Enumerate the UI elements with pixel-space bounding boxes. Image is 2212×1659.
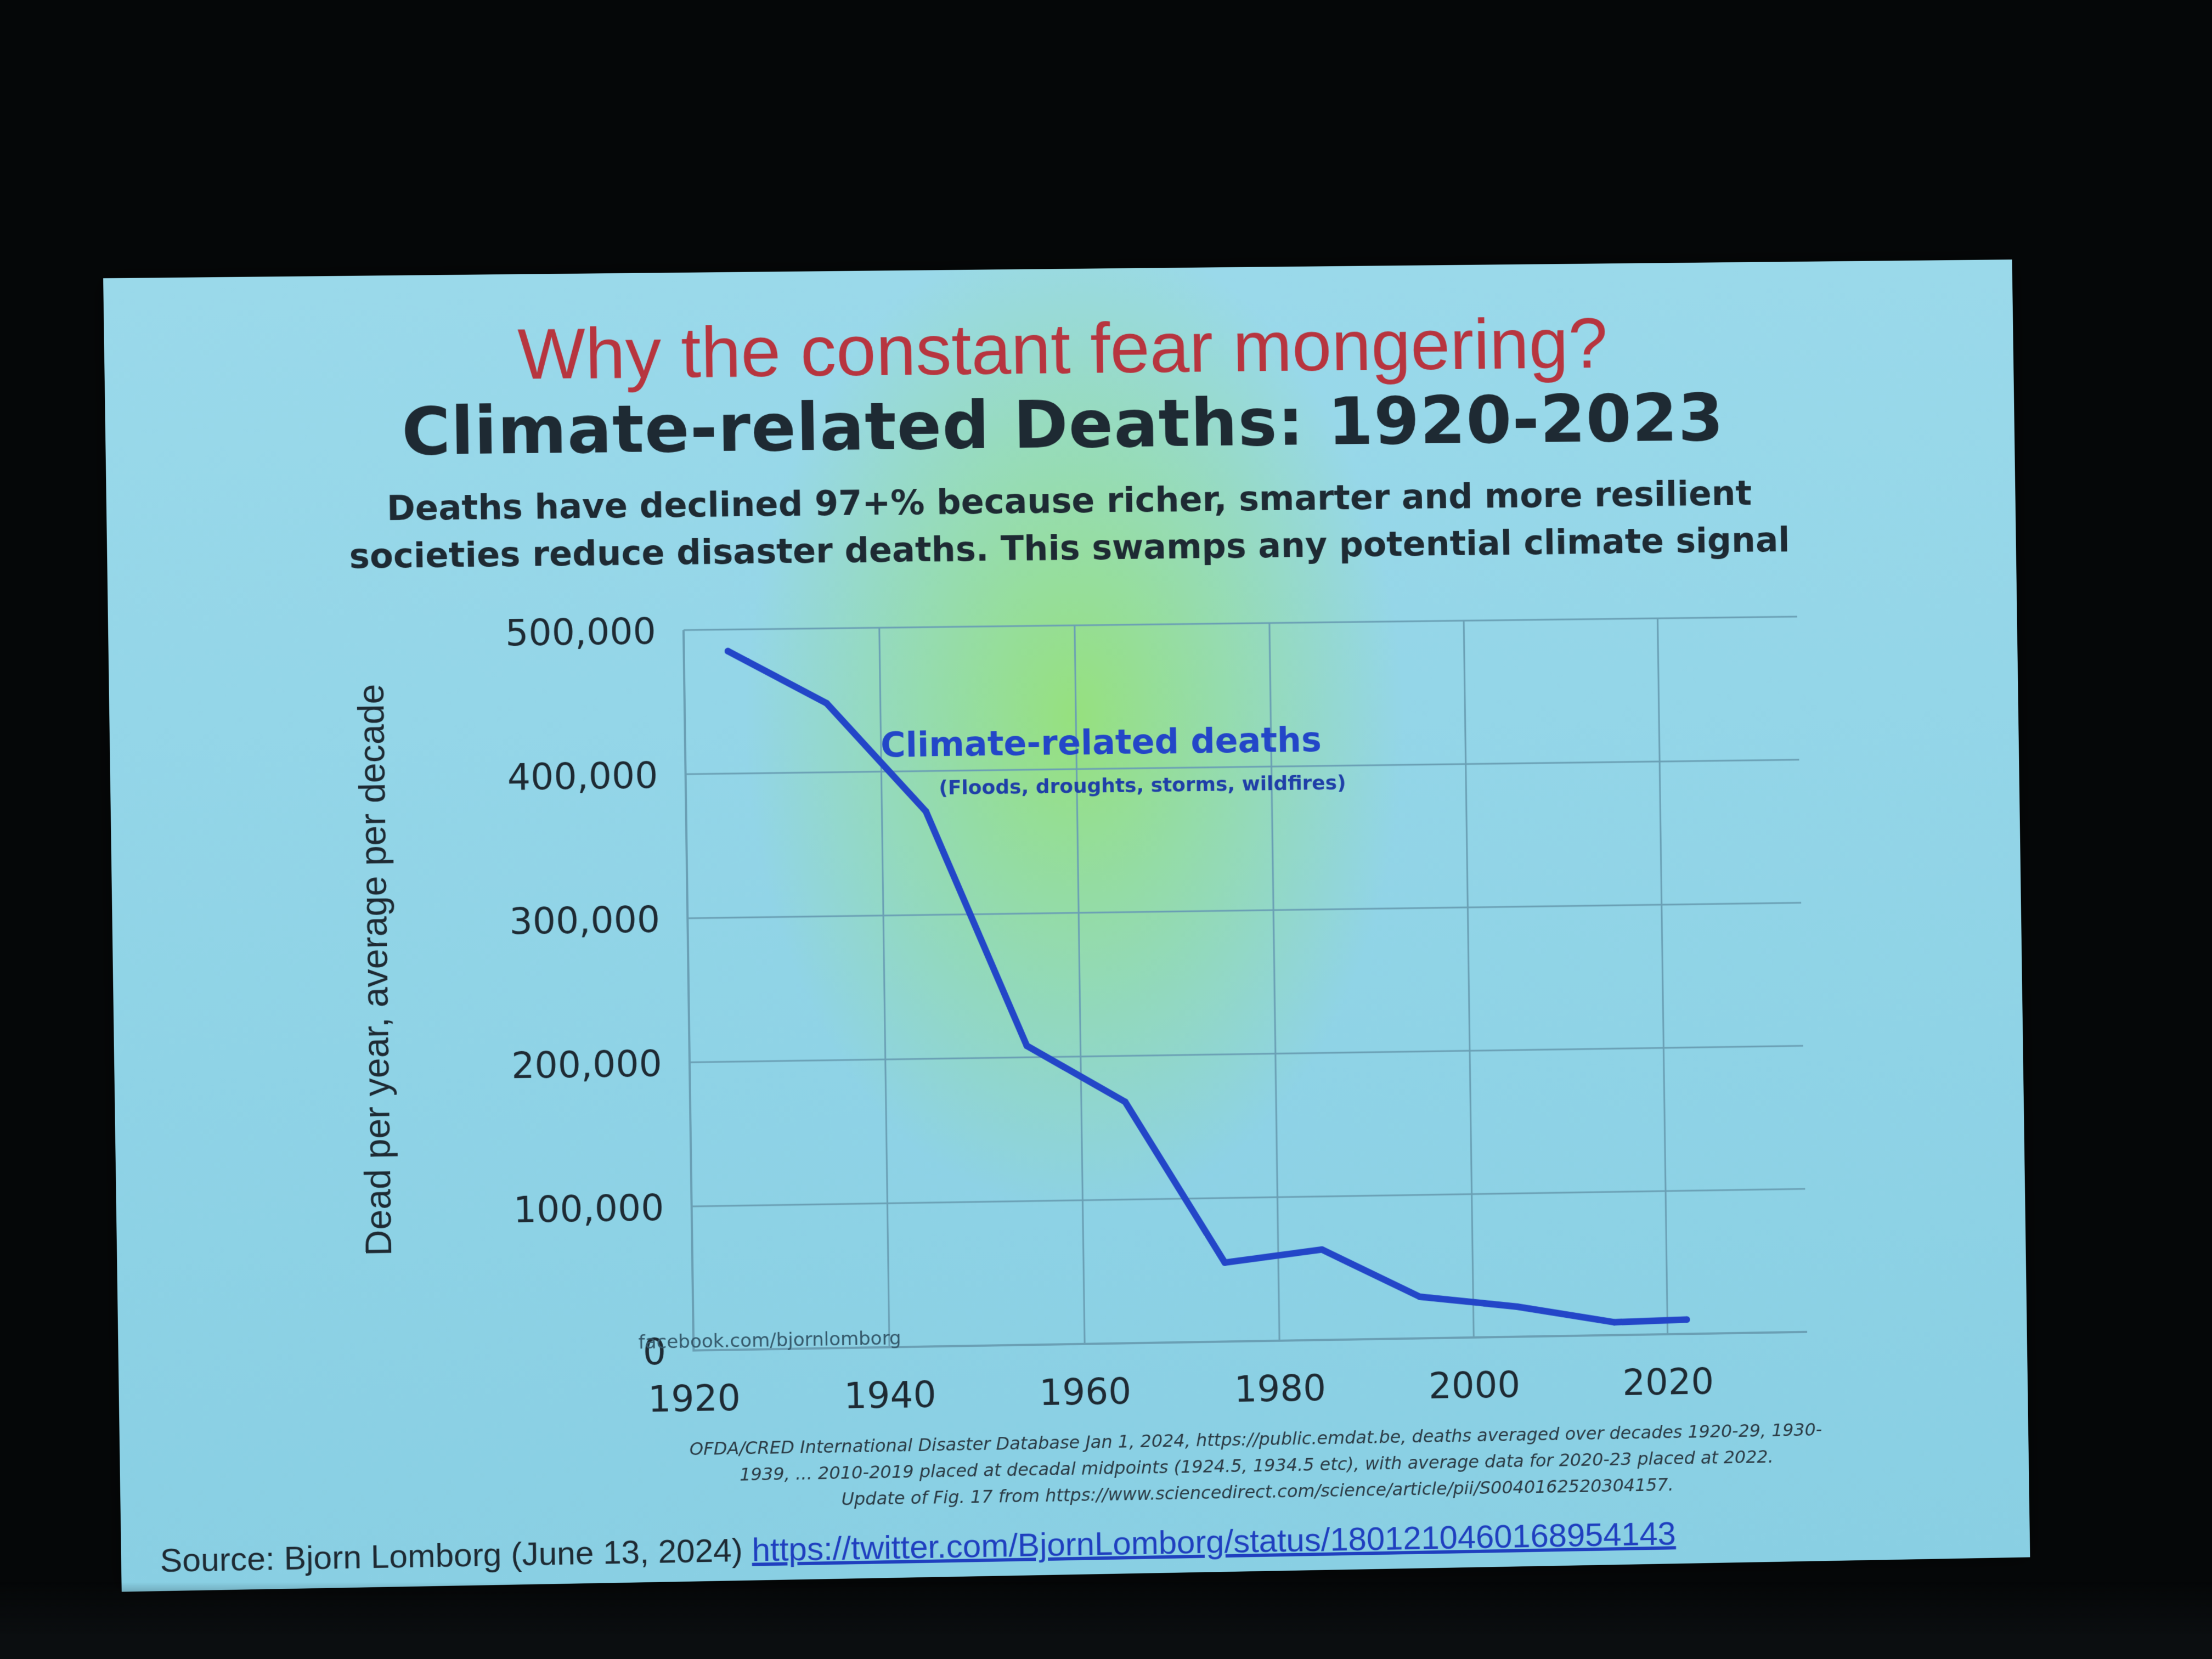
x-axis-ticks: 1920 1940 1960 1980 2000 2020	[648, 1361, 1714, 1421]
projector-screen: Why the constant fear mongering? Climate…	[103, 259, 2030, 1592]
y-tick-label: 0	[642, 1331, 666, 1374]
y-axis-ticks: 0 100,000 200,000 300,000 400,000 500,000	[505, 610, 667, 1374]
room-floor-shadow	[0, 1582, 2212, 1659]
data-point	[1318, 1246, 1325, 1253]
y-axis-label: Dead per year, average per decade	[351, 684, 399, 1256]
x-tick-label: 1980	[1234, 1367, 1327, 1410]
chart-grid	[684, 617, 1807, 1351]
y-tick-label: 200,000	[511, 1042, 663, 1087]
data-point	[823, 699, 830, 707]
series-note: (Floods, droughts, storms, wildfires)	[939, 771, 1346, 800]
y-tick-label: 100,000	[513, 1187, 664, 1231]
y-tick-label: 300,000	[509, 899, 661, 943]
x-tick-label: 1960	[1039, 1370, 1132, 1414]
data-point	[1416, 1293, 1423, 1300]
data-point	[922, 808, 929, 815]
x-tick-label: 1940	[844, 1373, 936, 1417]
x-tick-label: 2020	[1622, 1361, 1714, 1404]
y-gridline	[690, 1046, 1803, 1062]
y-tick-label: 400,000	[507, 754, 658, 799]
line-chart: 0 100,000 200,000 300,000 400,000 500,000 192…	[351, 610, 1822, 1509]
data-point	[1023, 1042, 1030, 1049]
y-gridline	[692, 1189, 1805, 1206]
x-gridline	[1657, 618, 1667, 1334]
data-point	[724, 647, 731, 655]
x-gridline	[1464, 620, 1474, 1338]
x-tick-label: 1920	[648, 1376, 741, 1420]
y-gridline	[687, 903, 1801, 918]
series-label: Climate-related deaths	[881, 719, 1322, 765]
data-point	[1221, 1259, 1228, 1266]
y-gridline	[684, 617, 1797, 630]
watermark: facebook.com/bjornlomborg	[638, 1327, 901, 1353]
y-tick-label: 500,000	[505, 610, 657, 654]
x-gridline	[1074, 625, 1086, 1344]
data-point	[1122, 1099, 1129, 1106]
x-tick-label: 2000	[1428, 1364, 1520, 1407]
